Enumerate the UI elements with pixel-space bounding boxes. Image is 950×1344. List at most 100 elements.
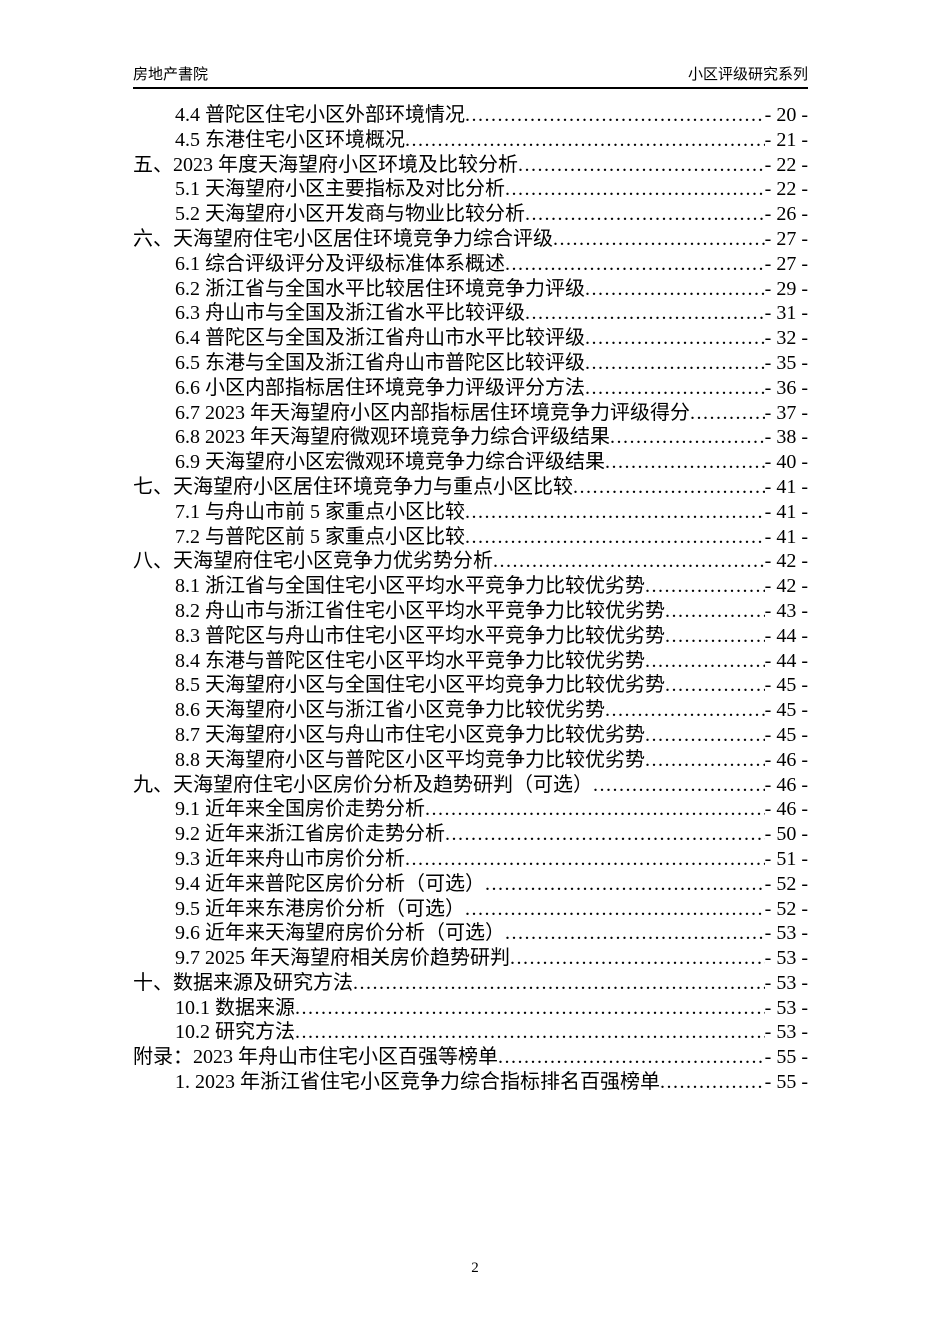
toc-dot-leader (585, 351, 765, 376)
toc-entry-label: 8.1 浙江省与全国住宅小区平均水平竞争力比较优劣势 (175, 575, 645, 598)
toc-dot-leader (645, 723, 765, 748)
toc-entry-page: - 53 - (764, 996, 808, 1019)
toc-entry[interactable]: 六、天海望府住宅小区居住环境竞争力综合评级 - 27 - (133, 227, 808, 252)
toc-entry[interactable]: 九、天海望府住宅小区房价分析及趋势研判（可选） - 46 - (133, 773, 808, 798)
toc-entry[interactable]: 八、天海望府住宅小区竞争力优劣势分析 - 42 - (133, 549, 808, 574)
toc-entry-page: - 26 - (764, 203, 808, 226)
toc-dot-leader (585, 326, 765, 351)
toc-entry-label: 七、天海望府小区居住环境竞争力与重点小区比较 (133, 475, 573, 498)
toc-dot-leader (295, 1020, 765, 1045)
toc-entry[interactable]: 6.8 2023 年天海望府微观环境竞争力综合评级结果 - 38 - (133, 425, 808, 450)
toc-dot-leader (405, 128, 765, 153)
toc-entry-page: - 55 - (764, 1071, 808, 1094)
toc-entry-page: - 31 - (764, 302, 808, 325)
toc-entry[interactable]: 6.6 小区内部指标居住环境竞争力评级评分方法 - 36 - (133, 376, 808, 401)
toc-entry-page: - 36 - (764, 376, 808, 399)
toc-entry-label: 6.5 东港与全国及浙江省舟山市普陀区比较评级 (175, 351, 585, 374)
toc-entry-page: - 22 - (764, 153, 808, 176)
content-area: 房地产書院 小区评级研究系列 4.4 普陀区住宅小区外部环境情况- 20 -4.… (133, 0, 808, 1095)
toc-entry[interactable]: 十、数据来源及研究方法 - 53 - (133, 971, 808, 996)
toc-entry-page: - 20 - (764, 104, 808, 126)
toc-entry[interactable]: 五、2023 年度天海望府小区环境及比较分析 - 22 - (133, 153, 808, 178)
toc-entry-page: - 22 - (764, 178, 808, 201)
toc-dot-leader (465, 525, 765, 550)
toc-dot-leader (573, 475, 765, 500)
toc-entry-page: - 41 - (764, 500, 808, 523)
toc-entry[interactable]: 8.4 东港与普陀区住宅小区平均水平竞争力比较优劣势 - 44 - (133, 649, 808, 674)
toc-entry[interactable]: 8.6 天海望府小区与浙江省小区竞争力比较优劣势 - 45 - (133, 698, 808, 723)
toc-entry-label: 十、数据来源及研究方法 (133, 971, 353, 994)
toc-entry-page: - 45 - (764, 699, 808, 722)
toc-entry-label: 4.4 普陀区住宅小区外部环境情况 (175, 104, 465, 126)
toc-entry[interactable]: 9.2 近年来浙江省房价走势分析 - 50 - (133, 822, 808, 847)
toc-dot-leader (645, 574, 765, 599)
toc-dot-leader (665, 599, 765, 624)
toc-dot-leader (465, 103, 765, 128)
toc-entry[interactable]: 1. 2023 年浙江省住宅小区竞争力综合指标排名百强榜单 - 55 - (133, 1070, 808, 1095)
toc-entry[interactable]: 7.2 与普陀区前 5 家重点小区比较 - 41 - (133, 525, 808, 550)
toc-entry[interactable]: 9.4 近年来普陀区房价分析（可选） - 52 - (133, 872, 808, 897)
toc-entry[interactable]: 附录：2023 年舟山市住宅小区百强等榜单 - 55 - (133, 1045, 808, 1070)
toc-entry-page: - 51 - (764, 847, 808, 870)
toc-entry[interactable]: 8.2 舟山市与浙江省住宅小区平均水平竞争力比较优劣势 - 43 - (133, 599, 808, 624)
toc-entry[interactable]: 9.6 近年来天海望府房价分析（可选） - 53 - (133, 921, 808, 946)
toc-entry[interactable]: 9.5 近年来东港房价分析（可选） - 52 - (133, 897, 808, 922)
toc-entry[interactable]: 6.5 东港与全国及浙江省舟山市普陀区比较评级 - 35 - (133, 351, 808, 376)
toc-entry-page: - 45 - (764, 674, 808, 697)
toc-entry-label: 8.2 舟山市与浙江省住宅小区平均水平竞争力比较优劣势 (175, 599, 665, 622)
toc-entry[interactable]: 7.1 与舟山市前 5 家重点小区比较 - 41 - (133, 500, 808, 525)
toc-entry-page: - 44 - (764, 649, 808, 672)
footer-page-number: 2 (471, 1260, 479, 1276)
toc-entry[interactable]: 5.1 天海望府小区主要指标及对比分析 - 22 - (133, 177, 808, 202)
toc-entry-label: 6.1 综合评级评分及评级标准体系概述 (175, 252, 505, 275)
toc-entry-page: - 35 - (764, 351, 808, 374)
toc-entry-label: 1. 2023 年浙江省住宅小区竞争力综合指标排名百强榜单 (175, 1071, 660, 1094)
toc-entry-page: - 42 - (764, 575, 808, 598)
toc-dot-leader (295, 996, 765, 1021)
toc-entry-page: - 50 - (764, 823, 808, 846)
toc-entry[interactable]: 6.1 综合评级评分及评级标准体系概述 - 27 - (133, 252, 808, 277)
toc-entry[interactable]: 8.3 普陀区与舟山市住宅小区平均水平竞争力比较优劣势 - 44 - (133, 624, 808, 649)
toc-entry[interactable]: 6.3 舟山市与全国及浙江省水平比较评级 - 31 - (133, 301, 808, 326)
toc-entry[interactable]: 5.2 天海望府小区开发商与物业比较分析 - 26 - (133, 202, 808, 227)
toc-entry-label: 9.1 近年来全国房价走势分析 (175, 798, 425, 821)
toc-entry[interactable]: 6.9 天海望府小区宏微观环境竞争力综合评级结果 - 40 - (133, 450, 808, 475)
toc-entry[interactable]: 4.4 普陀区住宅小区外部环境情况 - 20 - (133, 103, 808, 128)
toc-entry-label: 7.1 与舟山市前 5 家重点小区比较 (175, 500, 465, 523)
toc-entry-page: - 42 - (764, 550, 808, 573)
toc-dot-leader (505, 177, 765, 202)
toc-entry-label: 九、天海望府住宅小区房价分析及趋势研判（可选） (133, 773, 593, 796)
toc-entry[interactable]: 6.7 2023 年天海望府小区内部指标居住环境竞争力评级得分 - 37 - (133, 401, 808, 426)
toc-entry[interactable]: 4.5 东港住宅小区环境概况 - 21 - (133, 128, 808, 153)
toc-dot-leader (485, 872, 765, 897)
toc-entry-label: 5.1 天海望府小区主要指标及对比分析 (175, 178, 505, 201)
toc-entry-label: 6.6 小区内部指标居住环境竞争力评级评分方法 (175, 376, 585, 399)
toc-entry-label: 8.3 普陀区与舟山市住宅小区平均水平竞争力比较优劣势 (175, 624, 665, 647)
toc-entry[interactable]: 10.2 研究方法 - 53 - (133, 1020, 808, 1045)
toc-entry[interactable]: 9.3 近年来舟山市房价分析 - 51 - (133, 847, 808, 872)
toc-dot-leader (610, 425, 765, 450)
toc-entry[interactable]: 6.2 浙江省与全国水平比较居住环境竞争力评级 - 29 - (133, 277, 808, 302)
toc-dot-leader (505, 252, 765, 277)
toc-entry[interactable]: 10.1 数据来源 - 53 - (133, 996, 808, 1021)
toc-entry-page: - 43 - (764, 599, 808, 622)
toc-entry-page: - 52 - (764, 897, 808, 920)
toc-entry[interactable]: 8.8 天海望府小区与普陀区小区平均竞争力比较优劣势 - 46 - (133, 748, 808, 773)
toc-entry[interactable]: 8.5 天海望府小区与全国住宅小区平均竞争力比较优劣势 - 45 - (133, 673, 808, 698)
toc-entry-page: - 53 - (764, 922, 808, 945)
page-footer: 2 (0, 1258, 950, 1278)
toc-entry[interactable]: 9.7 2025 年天海望府相关房价趋势研判 - 53 - (133, 946, 808, 971)
toc-dot-leader (510, 946, 765, 971)
toc-entry[interactable]: 9.1 近年来全国房价走势分析 - 46 - (133, 797, 808, 822)
toc-entry-page: - 21 - (764, 128, 808, 151)
toc-entry[interactable]: 8.1 浙江省与全国住宅小区平均水平竞争力比较优劣势 - 42 - (133, 574, 808, 599)
toc-entry-label: 10.2 研究方法 (175, 1021, 295, 1044)
toc-dot-leader (445, 822, 765, 847)
toc-dot-leader (493, 549, 765, 574)
toc-entry-label: 六、天海望府住宅小区居住环境竞争力综合评级 (133, 227, 553, 250)
toc-entry-label: 9.2 近年来浙江省房价走势分析 (175, 823, 445, 846)
toc-dot-leader (585, 277, 765, 302)
toc-entry[interactable]: 七、天海望府小区居住环境竞争力与重点小区比较 - 41 - (133, 475, 808, 500)
toc-entry[interactable]: 6.4 普陀区与全国及浙江省舟山市水平比较评级 - 32 - (133, 326, 808, 351)
toc-entry[interactable]: 8.7 天海望府小区与舟山市住宅小区竞争力比较优劣势 - 45 - (133, 723, 808, 748)
